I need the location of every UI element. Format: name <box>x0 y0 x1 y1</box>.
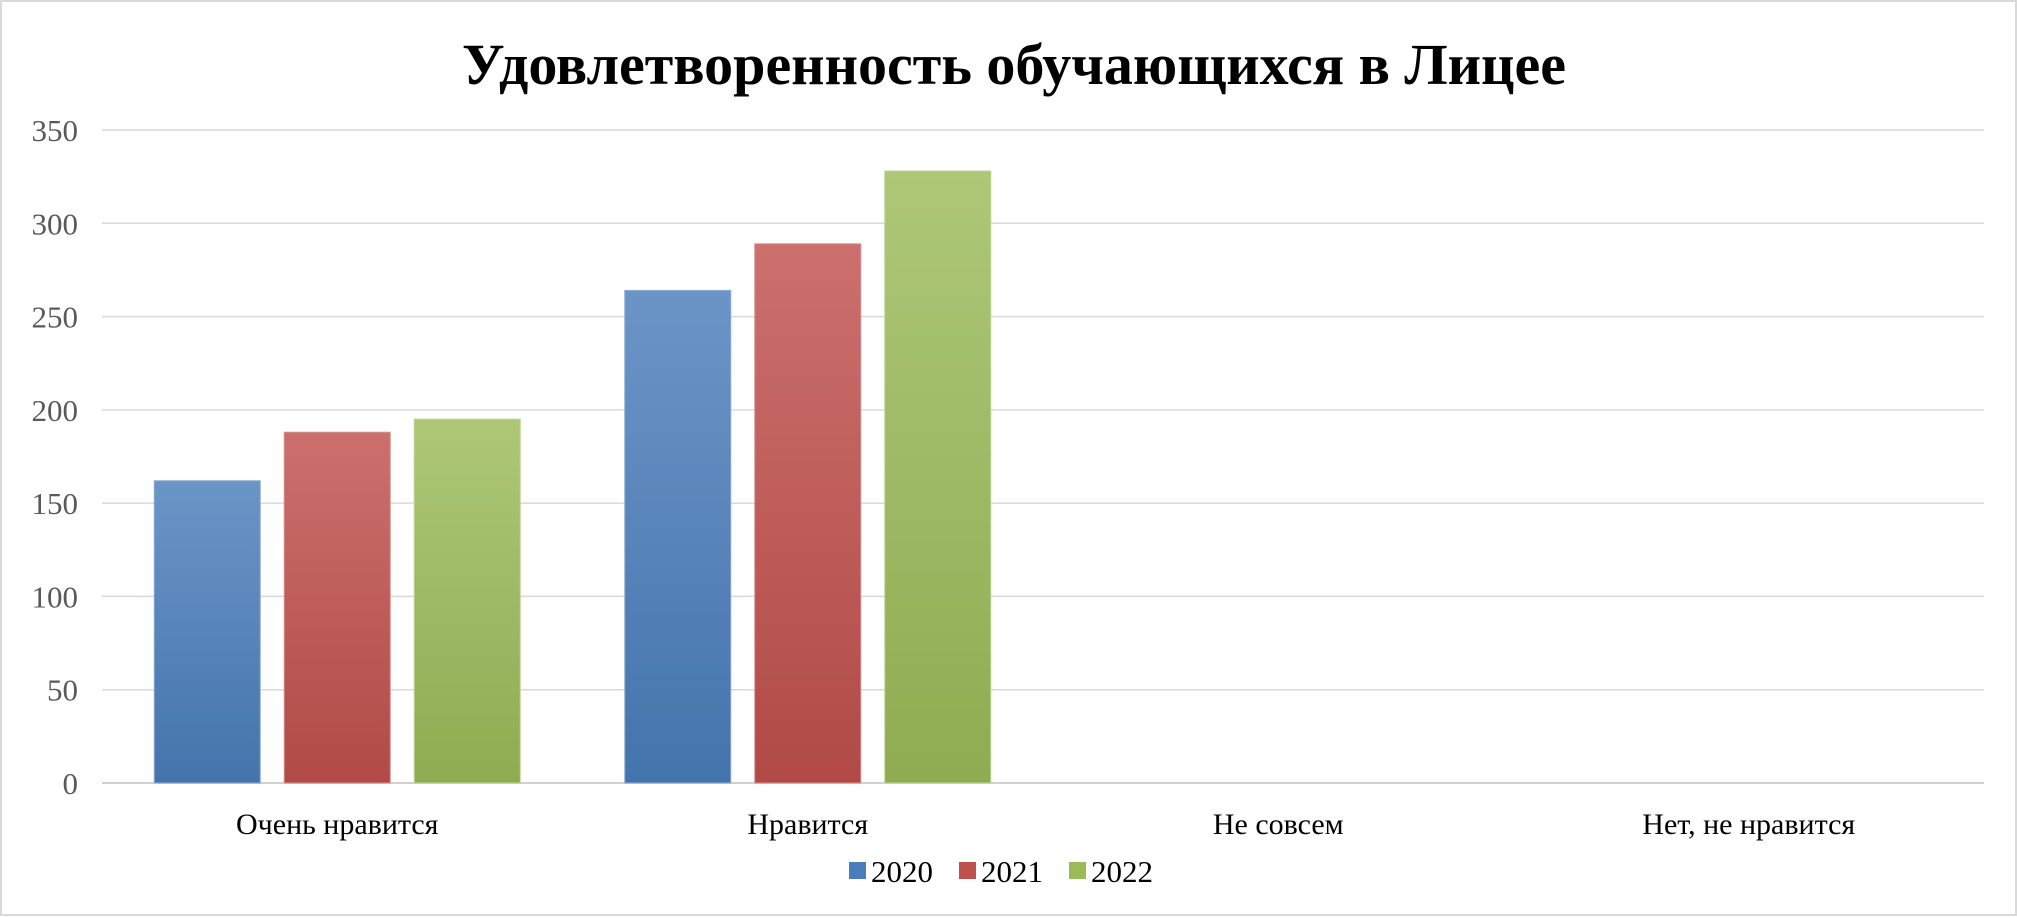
legend-label: 2021 <box>981 854 1043 889</box>
x-category-label: Не совсем <box>1213 808 1344 841</box>
x-category-label: Нет, не нравится <box>1642 808 1855 841</box>
bar-2021-1 <box>283 431 391 784</box>
y-axis-ticks: 0 50 100 150 200 250 300 350 <box>32 113 79 801</box>
y-tick-label: 300 <box>32 206 79 241</box>
y-tick-label: 200 <box>32 393 79 428</box>
legend-swatch <box>959 862 976 879</box>
y-tick-label: 350 <box>32 113 79 148</box>
x-category-label: Нравится <box>747 808 868 841</box>
legend-label: 2022 <box>1091 854 1153 889</box>
legend-item: 2020 <box>849 854 933 889</box>
x-category-label: Очень нравится <box>236 808 439 841</box>
y-tick-label: 150 <box>32 486 79 521</box>
legend-label: 2020 <box>871 854 933 889</box>
y-tick-label: 0 <box>63 766 79 801</box>
legend-item: 2021 <box>959 854 1043 889</box>
legend-item: 2022 <box>1069 854 1153 889</box>
bar-2022-2 <box>884 170 992 784</box>
bar-2021-2 <box>754 243 862 784</box>
legend-swatch <box>849 862 866 879</box>
bar-2020-2 <box>624 289 732 784</box>
bar-2020-1 <box>153 480 261 784</box>
y-tick-label: 250 <box>32 300 79 335</box>
chart-title: Удовлетворенность обучающихся в Лицее <box>462 32 1566 97</box>
bar-2022-1 <box>413 418 521 784</box>
x-axis-categories: Очень нравится Нравится Не совсем Нет, не н… <box>236 808 1855 841</box>
legend: 2020 2021 2022 <box>849 854 1153 889</box>
legend-swatch <box>1069 862 1086 879</box>
y-tick-label: 50 <box>47 673 78 708</box>
y-tick-label: 100 <box>32 579 79 614</box>
bars <box>153 170 992 784</box>
